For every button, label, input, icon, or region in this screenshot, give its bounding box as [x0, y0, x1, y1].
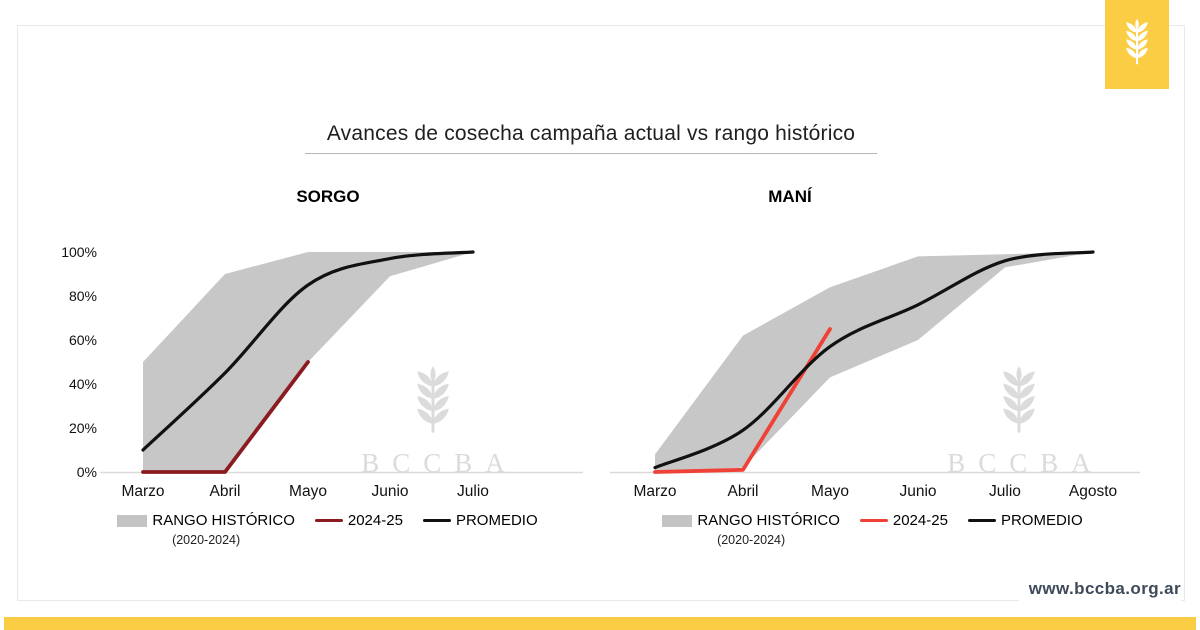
y-tick-label: 40% [69, 376, 97, 392]
mani-chart: Marzo Abril Mayo Junio Julio Agosto [610, 250, 1140, 500]
x-tick-label: Abril [209, 483, 240, 500]
y-tick-label: 0% [77, 464, 97, 480]
x-tick-label: Junio [899, 483, 936, 500]
x-tick-label: Marzo [633, 483, 676, 500]
legend-sublabel: (2020-2024) [172, 533, 241, 547]
legend-sorgo: RANGO HISTÓRICO (2020-2024) 2024-25 PROM… [55, 512, 600, 547]
legend-item-range: RANGO HISTÓRICO (2020-2024) [662, 512, 840, 547]
y-tick-label: 80% [69, 288, 97, 304]
x-tick-label: Agosto [1069, 483, 1117, 500]
chart-title-mani: MANÍ [768, 187, 812, 206]
promedio-line [141, 250, 475, 452]
title-block: Avances de cosecha campaña actual vs ran… [305, 122, 877, 154]
x-tick-label: Mayo [811, 483, 849, 500]
page-title: Avances de cosecha campaña actual vs ran… [326, 122, 856, 145]
legend-label: RANGO HISTÓRICO [152, 512, 295, 529]
x-tick-label: Mayo [289, 483, 327, 500]
chart-title-sorgo: SORGO [296, 187, 360, 206]
legend-label: PROMEDIO [455, 512, 538, 529]
range-band [655, 252, 1093, 472]
legend-item-promedio: PROMEDIO [422, 512, 538, 547]
x-tick-label: Junio [371, 483, 408, 500]
legend-item-current: 2024-25 [314, 512, 403, 547]
promedio-line-swatch [967, 518, 996, 523]
legend-label: 2024-25 [347, 512, 403, 529]
bottom-accent-bar [4, 617, 1196, 630]
website-url: www.bccba.org.ar [1018, 579, 1181, 601]
legend-item-promedio: PROMEDIO [967, 512, 1083, 547]
x-tick-label: Julio [457, 483, 489, 500]
current-season-line [653, 327, 832, 474]
brand-logo-badge [1105, 0, 1169, 89]
promedio-line-swatch [422, 518, 451, 523]
legend-mani: RANGO HISTÓRICO (2020-2024) 2024-25 PROM… [600, 512, 1145, 547]
wheat-icon [1120, 18, 1154, 71]
y-tick-label: 60% [69, 332, 97, 348]
y-tick-label: 100% [61, 244, 97, 260]
x-tick-label: Julio [989, 483, 1021, 500]
range-band-swatch [117, 514, 148, 527]
current-line-swatch [314, 518, 343, 523]
legend-item-current: 2024-25 [859, 512, 948, 547]
y-tick-label: 20% [69, 420, 97, 436]
legend-sublabel: (2020-2024) [717, 533, 786, 547]
legend-label: RANGO HISTÓRICO [697, 512, 840, 529]
current-season-line [141, 360, 310, 474]
sorgo-chart: Marzo Abril Mayo Junio Julio 0% 20% 40% 60% 80% 10… [61, 244, 583, 500]
legend-item-range: RANGO HISTÓRICO (2020-2024) [117, 512, 295, 547]
range-band-swatch [662, 514, 693, 527]
current-line-swatch [859, 518, 888, 523]
promedio-line [653, 250, 1095, 470]
x-tick-label: Marzo [121, 483, 164, 500]
legend-label: 2024-25 [892, 512, 948, 529]
legend-label: PROMEDIO [1000, 512, 1083, 529]
x-tick-label: Abril [727, 483, 758, 500]
